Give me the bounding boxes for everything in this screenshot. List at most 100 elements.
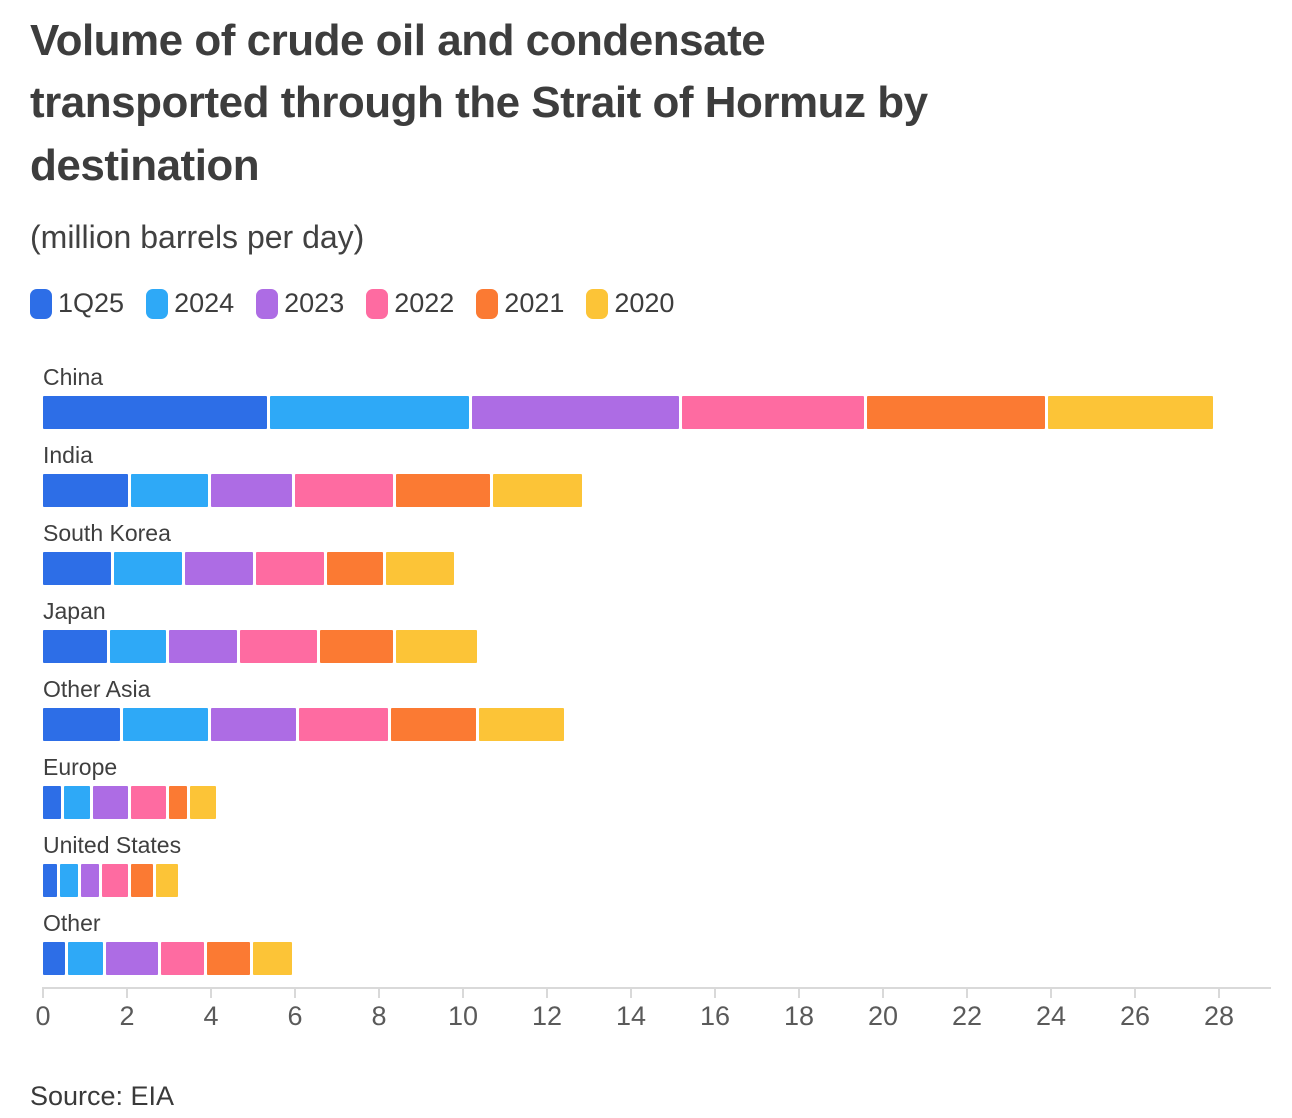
- tick-mark: [630, 987, 632, 999]
- tick-label: 24: [1035, 1001, 1067, 1032]
- legend-item-2020: 2020: [586, 288, 674, 319]
- bar-track: [43, 630, 1262, 664]
- bar-row-europe: Europe: [43, 753, 1262, 820]
- bar-row-south-korea: South Korea: [43, 519, 1262, 586]
- tick-mark: [714, 987, 716, 999]
- bar-segment: [211, 708, 296, 742]
- tick-label: 20: [867, 1001, 899, 1032]
- bar-row-united-states: United States: [43, 831, 1262, 898]
- chart-title-line-2: transported through the Strait of Hormuz…: [30, 78, 928, 128]
- tick-label: 6: [287, 1001, 303, 1032]
- legend-swatch-icon: [30, 288, 52, 319]
- bar-segment: [479, 708, 564, 742]
- bar-row-china: China: [43, 363, 1262, 430]
- tick-label: 26: [1119, 1001, 1151, 1032]
- bar-row-other: Other: [43, 909, 1262, 976]
- bar-segment: [43, 786, 61, 820]
- legend-label: 2020: [614, 288, 675, 319]
- tick-mark: [1218, 987, 1220, 999]
- legend-label: 2023: [284, 288, 345, 319]
- bar-segment: [43, 942, 65, 976]
- tick-label: 14: [615, 1001, 647, 1032]
- stacked-bar-chart: China India South Korea Japan Other Asia Euro…: [43, 363, 1262, 976]
- tick-label: 2: [119, 1001, 135, 1032]
- tick-mark: [210, 987, 212, 999]
- legend-label: 1Q25: [58, 288, 125, 319]
- legend: 1Q25 2024 2023 2022 2021 2020: [30, 288, 1262, 319]
- bar-segment: [110, 630, 166, 664]
- bar-track: [43, 396, 1262, 430]
- category-label: Japan: [43, 598, 106, 625]
- legend-swatch-icon: [476, 288, 499, 319]
- bar-segment: [270, 396, 469, 430]
- bar-segment: [211, 474, 292, 508]
- chart-title-line-3: destination: [30, 140, 260, 190]
- legend-swatch-icon: [146, 288, 169, 319]
- bar-track: [43, 552, 1262, 586]
- bar-track: [43, 786, 1262, 820]
- tick-mark: [882, 987, 884, 999]
- category-label: China: [43, 364, 104, 391]
- bar-track: [43, 708, 1262, 742]
- bar-segment: [256, 552, 324, 586]
- bar-segment: [169, 630, 237, 664]
- bar-segment: [123, 708, 208, 742]
- tick-label: 8: [371, 1001, 387, 1032]
- bar-track: [43, 942, 1262, 976]
- legend-label: 2021: [504, 288, 565, 319]
- tick-mark: [126, 987, 128, 999]
- x-axis-line: [43, 987, 1271, 990]
- tick-label: 10: [447, 1001, 479, 1032]
- tick-mark: [42, 987, 44, 999]
- bar-row-japan: Japan: [43, 597, 1262, 664]
- legend-item-2021: 2021: [476, 288, 564, 319]
- tick-mark: [966, 987, 968, 999]
- tick-label: 28: [1203, 1001, 1235, 1032]
- category-label: United States: [43, 832, 182, 859]
- bar-track: [43, 864, 1262, 898]
- tick-mark: [1134, 987, 1136, 999]
- chart-title: Volume of crude oil and condensate trans…: [30, 10, 1262, 197]
- bar-segment: [68, 942, 103, 976]
- tick-mark: [462, 987, 464, 999]
- tick-label: 4: [203, 1001, 219, 1032]
- category-label: India: [43, 442, 93, 469]
- legend-swatch-icon: [586, 288, 609, 319]
- bar-segment: [169, 786, 187, 820]
- bar-segment: [64, 786, 90, 820]
- bar-track: [43, 474, 1262, 508]
- bar-segment: [190, 786, 216, 820]
- tick-mark: [546, 987, 548, 999]
- bar-segment: [240, 630, 317, 664]
- tick-mark: [294, 987, 296, 999]
- bar-segment: [106, 942, 158, 976]
- bar-segment: [43, 708, 120, 742]
- tick-label: 12: [531, 1001, 563, 1032]
- bar-segment: [396, 630, 477, 664]
- bar-segment: [43, 630, 107, 664]
- bar-segment: [472, 396, 679, 430]
- tick-mark: [1050, 987, 1052, 999]
- bar-row-india: India: [43, 441, 1262, 508]
- legend-label: 2022: [394, 288, 455, 319]
- category-label: Other Asia: [43, 676, 151, 703]
- category-label: South Korea: [43, 520, 171, 547]
- bar-segment: [60, 864, 78, 898]
- bar-segment: [43, 552, 111, 586]
- bar-segment: [185, 552, 253, 586]
- category-label: Other: [43, 910, 101, 937]
- bar-segment: [102, 864, 128, 898]
- legend-item-2024: 2024: [146, 288, 234, 319]
- chart-subtitle: (million barrels per day): [30, 219, 365, 256]
- bar-segment: [299, 708, 388, 742]
- bar-segment: [396, 474, 490, 508]
- bar-segment: [156, 864, 178, 898]
- tick-mark: [798, 987, 800, 999]
- bar-segment: [131, 474, 208, 508]
- tick-label: 22: [951, 1001, 983, 1032]
- legend-label: 2024: [174, 288, 235, 319]
- tick-label: 18: [783, 1001, 815, 1032]
- bar-segment: [295, 474, 393, 508]
- tick-mark: [378, 987, 380, 999]
- bar-segment: [207, 942, 250, 976]
